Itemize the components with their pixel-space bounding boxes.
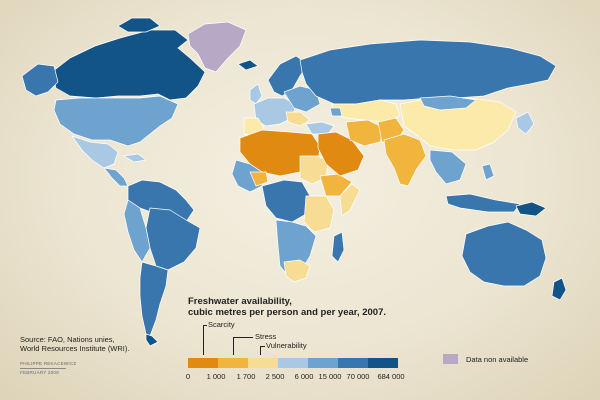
- chile-argentina-south: [145, 333, 159, 347]
- east-africa-region: [303, 195, 335, 233]
- no-data-label: Data non available: [466, 354, 529, 364]
- new-zealand-region: [551, 277, 567, 301]
- mongolia-region: [419, 95, 477, 111]
- eastern-europe: [283, 85, 321, 113]
- west-africa-region: [231, 159, 263, 193]
- legend-title-line2: cubic metres per person and per year, 20…: [188, 307, 387, 318]
- credit-date: FEBRUARY 2008: [20, 370, 59, 375]
- indonesia-region: [445, 193, 521, 213]
- papua-region: [515, 201, 547, 217]
- scale-tick-6000: 6 000: [294, 372, 314, 381]
- scale-swatch-scarcity: [188, 358, 218, 368]
- scale-tick-684000: 684 000: [377, 372, 405, 381]
- scarcity-connector: [203, 325, 207, 326]
- no-data-legend: Data non available: [443, 354, 528, 364]
- usa-region: [53, 95, 179, 147]
- south-africa-region: [283, 259, 311, 283]
- southeast-asia-region: [429, 149, 467, 185]
- scale-swatch-6000-15000: [308, 358, 338, 368]
- korea-japan-region: [515, 111, 535, 135]
- iran-region: [345, 119, 385, 147]
- central-africa-region: [261, 179, 311, 223]
- source-line2: World Resources Institute (WRI).: [20, 344, 130, 353]
- no-data-swatch: [443, 354, 458, 364]
- scale-tick-labels: 0 1 000 1 700 2 500 6 000 15 000 70 000 …: [0, 372, 600, 382]
- china-region: [399, 97, 517, 151]
- legend-title-line1: Freshwater availability,: [188, 296, 292, 307]
- mexico-region: [71, 135, 119, 169]
- scale-swatch-70000-684000: [368, 358, 398, 368]
- scale-swatch-stress: [218, 358, 248, 368]
- caucasus-region: [329, 107, 343, 117]
- uk-region: [249, 83, 263, 105]
- author-credit: PHILIPPE REKACEWICZ FEBRUARY 2008: [20, 361, 76, 376]
- vulnerability-label: Vulnerability: [266, 341, 307, 350]
- scandinavia-region: [267, 55, 309, 97]
- madagascar-region: [331, 231, 345, 263]
- scale-swatch-2500-6000: [278, 358, 308, 368]
- source-note: Source: FAO, Nations unies, World Resour…: [20, 335, 129, 353]
- alaska-region: [21, 63, 59, 97]
- brazil-region: [145, 207, 201, 271]
- color-scale: [188, 358, 398, 368]
- canada-region: [51, 29, 206, 101]
- stress-pointer: [233, 337, 234, 355]
- russia-region: [299, 39, 557, 105]
- scale-tick-1000: 1 000: [206, 372, 226, 381]
- credit-divider: [20, 368, 66, 369]
- india-region: [383, 133, 427, 187]
- scale-tick-70000: 70 000: [346, 372, 370, 381]
- stress-label: Stress: [255, 332, 277, 341]
- south-america-south: [139, 261, 169, 337]
- scale-swatch-15000-70000: [338, 358, 368, 368]
- scale-swatch-vulnerability: [248, 358, 278, 368]
- ethiopia-region: [319, 173, 353, 197]
- arabia-region: [317, 131, 365, 177]
- vulnerability-connector: [260, 346, 265, 347]
- stress-connector: [233, 337, 253, 338]
- scale-tick-0: 0: [185, 372, 191, 381]
- credit-author: PHILIPPE REKACEWICZ: [20, 361, 77, 366]
- turkey-region: [305, 121, 335, 135]
- scale-tick-15000: 15 000: [318, 372, 342, 381]
- philippines-region: [481, 163, 495, 181]
- scarcity-pointer: [203, 325, 204, 355]
- central-america-region: [103, 167, 129, 187]
- australia-region: [461, 221, 547, 287]
- source-line1: Source: FAO, Nations unies,: [20, 335, 115, 344]
- scarcity-label: Scarcity: [208, 320, 235, 329]
- legend-title: Freshwater availability, cubic metres pe…: [188, 296, 386, 318]
- west-africa-sahel: [249, 171, 269, 187]
- iceland-region: [237, 59, 259, 71]
- balkans-region: [285, 111, 311, 127]
- greenland-region: [187, 21, 247, 73]
- canada-arctic-islands: [117, 17, 161, 33]
- scale-tick-1700: 1 700: [236, 372, 256, 381]
- somalia-region: [339, 183, 361, 217]
- cuba-region: [123, 153, 147, 163]
- scale-tick-2500: 2 500: [265, 372, 285, 381]
- vulnerability-pointer: [260, 346, 261, 355]
